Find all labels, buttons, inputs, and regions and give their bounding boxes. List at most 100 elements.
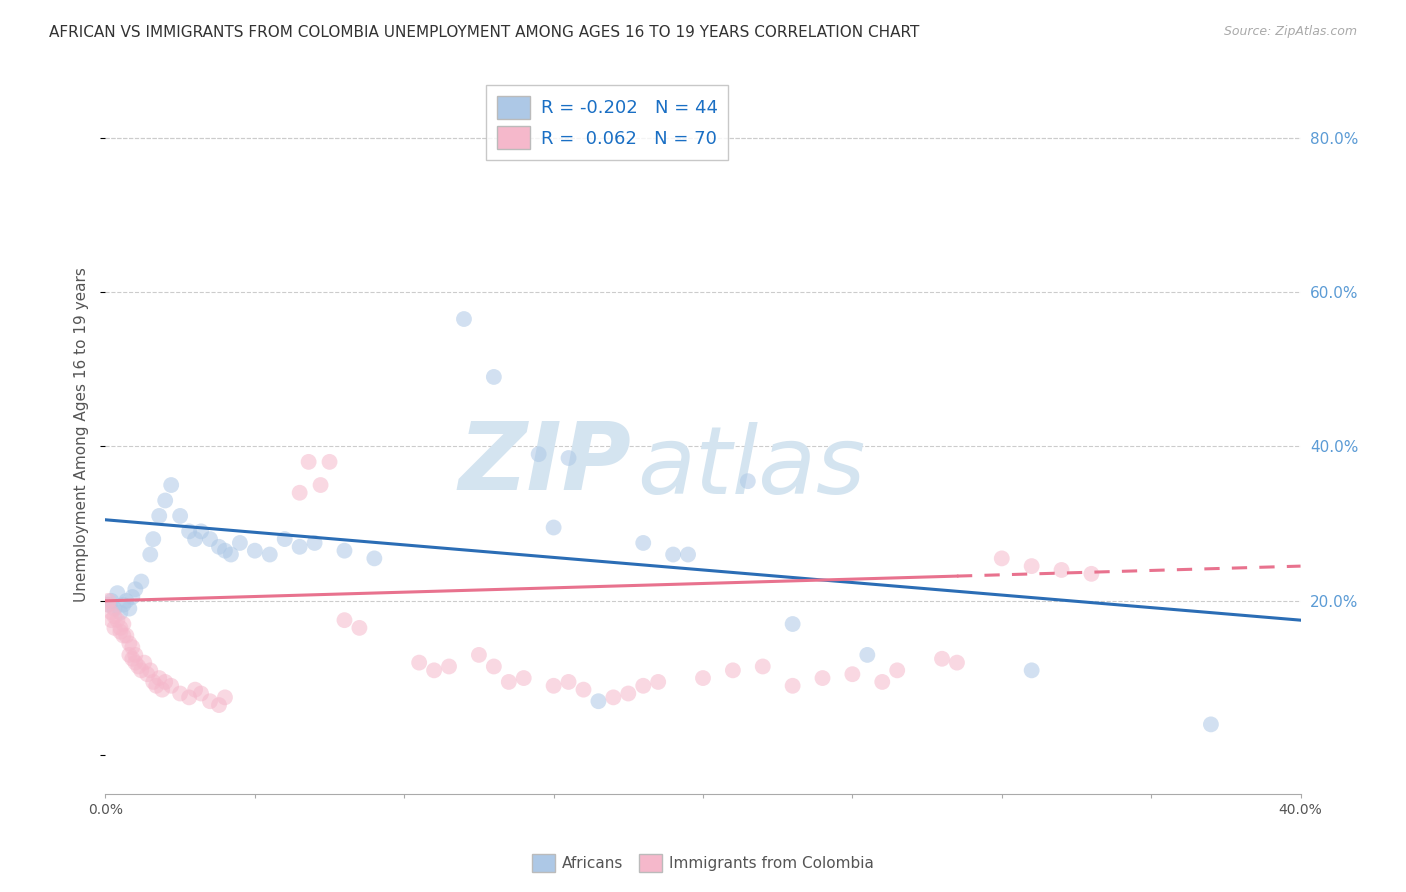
- Point: [333, 543, 356, 558]
- Point: [148, 671, 170, 685]
- Point: [121, 652, 143, 666]
- Point: [288, 540, 311, 554]
- Point: [198, 694, 221, 708]
- Point: [112, 617, 135, 632]
- Point: [118, 636, 141, 650]
- Point: [633, 679, 655, 693]
- Point: [142, 532, 165, 546]
- Point: [139, 548, 162, 562]
- Point: [97, 594, 120, 608]
- Point: [112, 629, 135, 643]
- Point: [115, 629, 138, 643]
- Point: [124, 656, 146, 670]
- Point: [349, 621, 371, 635]
- Point: [107, 613, 129, 627]
- Point: [142, 674, 165, 689]
- Point: [737, 474, 759, 488]
- Point: [124, 582, 146, 597]
- Text: AFRICAN VS IMMIGRANTS FROM COLOMBIA UNEMPLOYMENT AMONG AGES 16 TO 19 YEARS CORRE: AFRICAN VS IMMIGRANTS FROM COLOMBIA UNEM…: [49, 25, 920, 40]
- Point: [408, 656, 430, 670]
- Point: [121, 640, 143, 655]
- Point: [318, 455, 340, 469]
- Point: [97, 598, 120, 612]
- Point: [214, 690, 236, 705]
- Point: [115, 594, 138, 608]
- Point: [721, 664, 744, 678]
- Point: [513, 671, 536, 685]
- Point: [273, 532, 295, 546]
- Point: [112, 598, 135, 612]
- Y-axis label: Unemployment Among Ages 16 to 19 years: Unemployment Among Ages 16 to 19 years: [75, 268, 90, 602]
- Point: [229, 536, 252, 550]
- Point: [588, 694, 610, 708]
- Point: [557, 674, 579, 689]
- Point: [177, 690, 201, 705]
- Point: [190, 686, 212, 700]
- Point: [498, 674, 520, 689]
- Point: [150, 682, 173, 697]
- Point: [811, 671, 834, 685]
- Point: [243, 543, 266, 558]
- Point: [97, 598, 120, 612]
- Point: [692, 671, 714, 685]
- Point: [148, 508, 170, 523]
- Text: atlas: atlas: [637, 422, 866, 513]
- Point: [155, 674, 177, 689]
- Point: [110, 606, 132, 620]
- Point: [617, 686, 640, 700]
- Point: [841, 667, 863, 681]
- Point: [103, 601, 125, 615]
- Point: [129, 574, 153, 589]
- Point: [184, 532, 207, 546]
- Point: [482, 659, 505, 673]
- Point: [136, 667, 159, 681]
- Point: [134, 656, 156, 670]
- Point: [100, 606, 122, 620]
- Point: [139, 664, 162, 678]
- Point: [127, 659, 149, 673]
- Point: [633, 536, 655, 550]
- Point: [662, 548, 685, 562]
- Point: [100, 613, 122, 627]
- Point: [169, 686, 191, 700]
- Point: [602, 690, 624, 705]
- Point: [782, 679, 804, 693]
- Point: [155, 493, 177, 508]
- Point: [482, 370, 505, 384]
- Point: [647, 674, 669, 689]
- Point: [198, 532, 221, 546]
- Point: [676, 548, 699, 562]
- Point: [118, 648, 141, 662]
- Point: [107, 586, 129, 600]
- Point: [214, 543, 236, 558]
- Point: [160, 478, 183, 492]
- Point: [110, 624, 132, 639]
- Point: [259, 548, 281, 562]
- Point: [190, 524, 212, 539]
- Point: [333, 613, 356, 627]
- Point: [886, 664, 908, 678]
- Point: [543, 679, 565, 693]
- Point: [169, 508, 191, 523]
- Point: [184, 682, 207, 697]
- Point: [298, 455, 321, 469]
- Point: [543, 520, 565, 534]
- Point: [1021, 559, 1043, 574]
- Point: [363, 551, 385, 566]
- Point: [118, 601, 141, 615]
- Point: [468, 648, 491, 662]
- Point: [208, 698, 231, 712]
- Point: [121, 590, 143, 604]
- Point: [1199, 717, 1222, 731]
- Point: [557, 450, 579, 465]
- Point: [103, 609, 125, 624]
- Point: [1080, 566, 1102, 581]
- Point: [946, 656, 969, 670]
- Point: [219, 548, 242, 562]
- Text: Source: ZipAtlas.com: Source: ZipAtlas.com: [1223, 25, 1357, 38]
- Point: [160, 679, 183, 693]
- Point: [304, 536, 326, 550]
- Point: [1021, 664, 1043, 678]
- Point: [856, 648, 879, 662]
- Point: [288, 485, 311, 500]
